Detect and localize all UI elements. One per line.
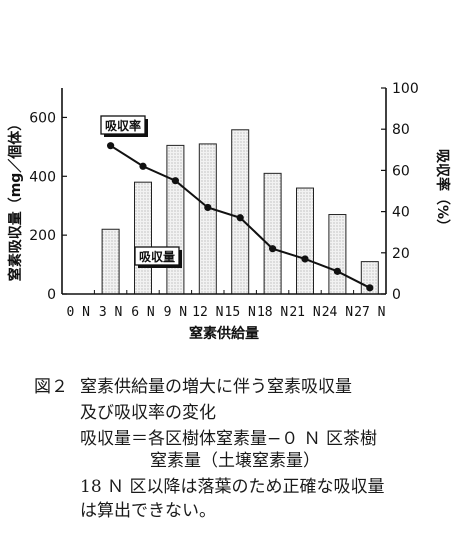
x-tick-label: 6 N — [131, 305, 154, 320]
legend-rate: 吸収率 — [105, 118, 141, 133]
x-axis-title: 窒素供給量 — [189, 325, 259, 342]
x-tick-label: 3 N — [99, 305, 122, 320]
legend-amount: 吸収量 — [139, 250, 175, 264]
bar — [296, 187, 314, 295]
rate-point — [366, 284, 374, 292]
bar — [231, 129, 250, 295]
y-tick-label-right: 40 — [392, 205, 410, 221]
y-tick-label-right: 100 — [392, 81, 419, 97]
y-tick-label-left: 600 — [29, 110, 56, 126]
x-tick-label: 15 N — [225, 305, 256, 320]
y-tick-label-right: 80 — [392, 122, 410, 138]
bar-series — [101, 129, 379, 295]
bar — [263, 172, 282, 295]
axes — [61, 87, 387, 295]
y-tick-label-left: 0 — [47, 287, 56, 303]
legend-rate-box — [100, 115, 146, 135]
line-series — [107, 142, 374, 292]
y-axis-title-right: 吸収率（%） — [434, 149, 451, 233]
rate-point — [269, 245, 277, 253]
bar — [328, 214, 347, 295]
rate-point — [204, 203, 212, 212]
rate-point — [301, 255, 309, 263]
bar — [198, 143, 217, 295]
x-tick-label: 18 N — [257, 305, 288, 320]
labels: 0 200 400 600 0 20 40 60 80 100 0 N 3 N 6 N 9 N 12 N 15… — [7, 81, 451, 342]
rate-point — [171, 177, 179, 185]
rate-point — [333, 267, 341, 275]
bar — [134, 181, 152, 295]
rate-point — [139, 162, 147, 170]
x-tick-label: 9 N — [164, 305, 187, 320]
y-tick-label-right: 20 — [392, 246, 410, 262]
x-tick-label: 21 N — [289, 305, 320, 320]
y-tick-label-right: 60 — [392, 163, 410, 179]
rate-point — [236, 214, 244, 222]
bar — [101, 228, 120, 295]
y-tick-label-left: 200 — [29, 228, 56, 244]
x-tick-label: 27 N — [354, 305, 385, 320]
y-tick-label-left: 400 — [29, 169, 56, 185]
x-tick-label: 24 N — [322, 305, 353, 320]
bar — [166, 144, 185, 295]
y-tick-label-right: 0 — [392, 287, 401, 303]
x-tick-label: 12 N — [192, 305, 223, 320]
y-axis-title-left: 窒素吸収量（mg／個体） — [7, 117, 24, 282]
rate-point — [107, 142, 115, 150]
legend-amount-box — [134, 246, 180, 266]
x-tick-label: 0 N — [66, 305, 89, 320]
